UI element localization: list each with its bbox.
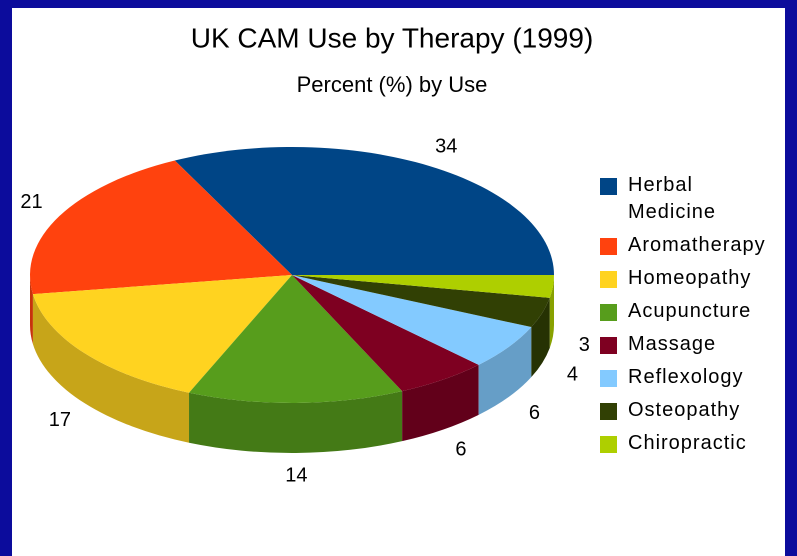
slice-side xyxy=(30,275,33,345)
legend-item: Homeopathy xyxy=(600,265,783,292)
slice-side xyxy=(549,275,554,348)
legend-item: Aromatherapy xyxy=(600,232,783,259)
legend-item: Reflexology xyxy=(600,364,783,391)
legend-swatch xyxy=(600,337,617,354)
chart-title: UK CAM Use by Therapy (1999) xyxy=(191,22,594,53)
chart-subtitle: Percent (%) by Use xyxy=(297,72,488,97)
slice xyxy=(189,275,403,403)
legend-item: Acupuncture xyxy=(600,298,783,325)
data-label: 6 xyxy=(529,402,540,424)
legend-label: Chiropractic xyxy=(628,432,747,454)
legend-label: Massage xyxy=(628,333,717,355)
data-label: 34 xyxy=(435,135,457,157)
legend-swatch xyxy=(600,271,617,288)
slice-side xyxy=(32,294,190,443)
legend-item: Chiropractic xyxy=(600,430,783,457)
legend-swatch xyxy=(600,304,617,321)
slice xyxy=(29,160,292,295)
slice-side xyxy=(189,391,403,453)
legend-label: Herbal Medicine xyxy=(628,174,717,223)
legend-swatch xyxy=(600,370,617,387)
legend-swatch xyxy=(600,178,617,195)
legend-label: Acupuncture xyxy=(628,300,752,322)
data-label: 3 xyxy=(579,334,590,356)
slice xyxy=(174,147,554,275)
legend-swatch xyxy=(600,238,617,255)
data-label: 4 xyxy=(567,364,578,386)
legend-swatch xyxy=(600,436,617,453)
slice-side xyxy=(402,364,479,442)
legend: Herbal Medicine Aromatherapy Homeopathy Acu… xyxy=(600,172,783,463)
slice xyxy=(292,275,532,365)
legend-label: Osteopathy xyxy=(628,399,741,421)
legend-label: Reflexology xyxy=(628,366,744,388)
legend-item: Massage xyxy=(600,331,783,358)
slice xyxy=(292,275,554,298)
slice xyxy=(292,275,479,392)
data-label: 21 xyxy=(20,191,42,213)
slice-side xyxy=(478,327,532,415)
data-label: 17 xyxy=(49,409,71,431)
data-label: 6 xyxy=(455,439,466,461)
legend-label: Homeopathy xyxy=(628,267,752,289)
slice xyxy=(32,275,292,393)
legend-item: Herbal Medicine xyxy=(600,172,783,226)
data-label: 14 xyxy=(285,465,307,487)
legend-swatch xyxy=(600,403,617,420)
legend-label: Aromatherapy xyxy=(628,234,766,256)
legend-item: Osteopathy xyxy=(600,397,783,424)
slice xyxy=(292,275,550,328)
slice-side xyxy=(531,297,550,378)
